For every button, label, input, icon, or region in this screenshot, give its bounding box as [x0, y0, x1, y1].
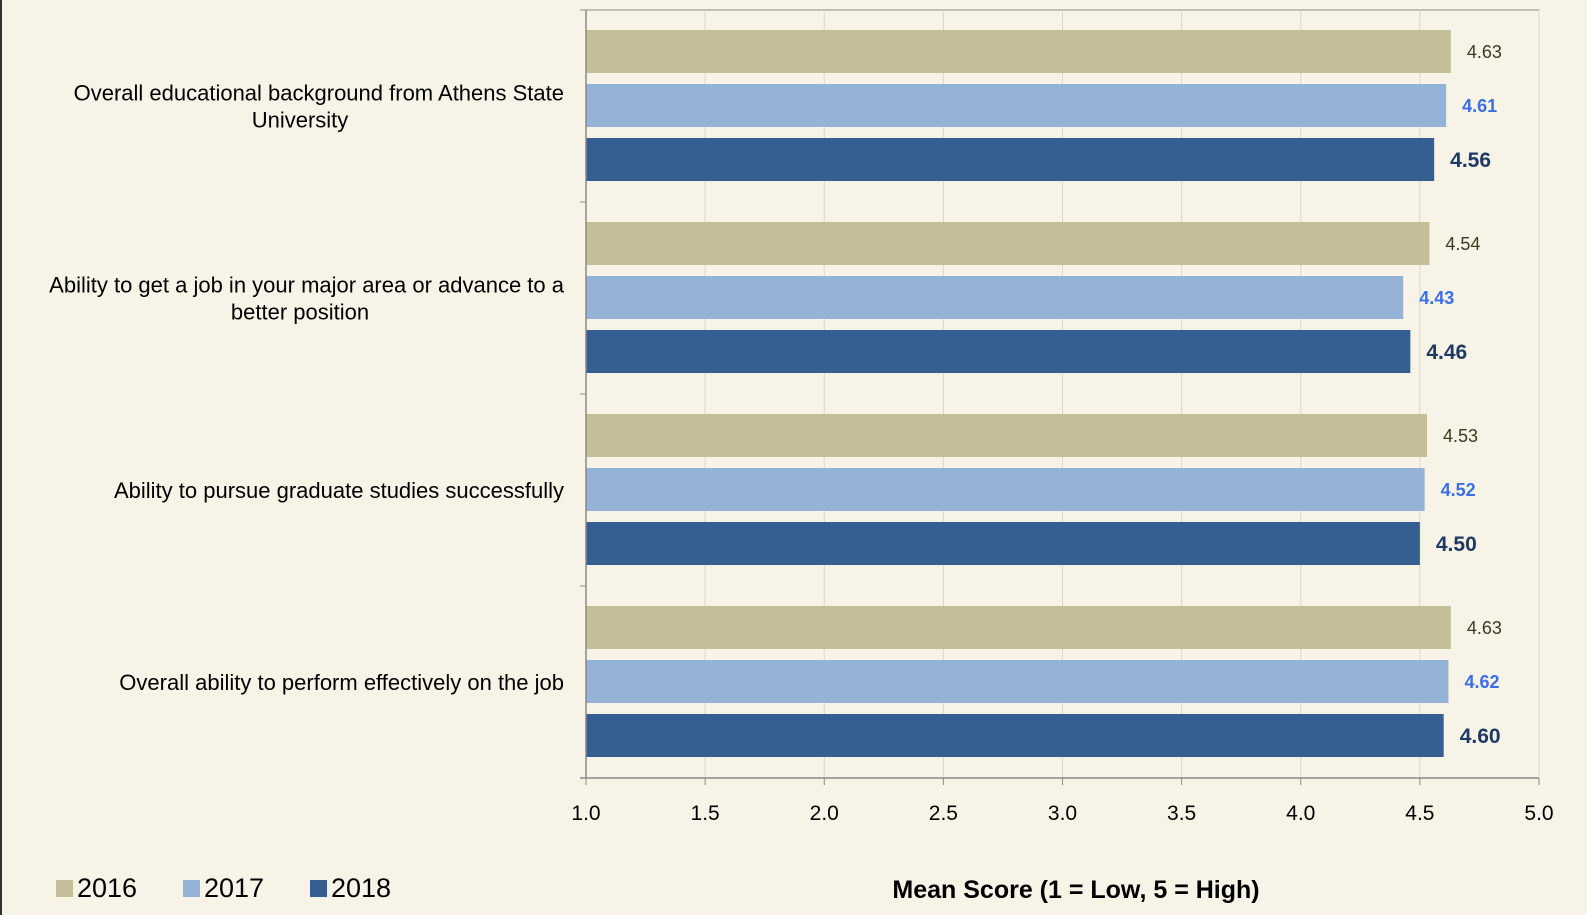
legend: 2016 2017 2018 — [56, 873, 391, 903]
bar-2016 — [586, 30, 1451, 73]
bar-2016 — [586, 222, 1430, 265]
data-label-2016: 4.54 — [1445, 234, 1480, 254]
bar-2018 — [586, 330, 1411, 373]
legend-label-2016: 2016 — [77, 873, 137, 903]
x-tick-labels: 1.0 1.5 2.0 2.5 3.0 3.5 4.0 4.5 5.0 — [571, 802, 1553, 825]
x-tick-label: 2.0 — [810, 802, 839, 825]
data-label-2016: 4.53 — [1443, 426, 1478, 446]
legend-swatch-2016 — [56, 880, 73, 897]
bar-2017 — [586, 276, 1404, 319]
data-label-2017: 4.52 — [1441, 480, 1476, 500]
data-label-2017: 4.61 — [1462, 96, 1497, 116]
bar-2017 — [586, 84, 1447, 127]
category-label: Ability to pursue graduate studies succe… — [114, 478, 564, 503]
data-label-2018: 4.50 — [1436, 533, 1477, 556]
x-tick-label: 3.0 — [1048, 802, 1077, 825]
data-label-2018: 4.60 — [1460, 725, 1501, 748]
data-label-2017: 4.62 — [1464, 672, 1499, 692]
bar-2018 — [586, 138, 1435, 181]
category-label-line: Overall educational background from Athe… — [74, 81, 564, 106]
category-label-line: Ability to pursue graduate studies succe… — [114, 478, 564, 503]
legend-label-2017: 2017 — [204, 873, 264, 903]
data-label-2016: 4.63 — [1467, 42, 1502, 62]
category-label-line: University — [252, 108, 349, 133]
legend-swatch-2017 — [183, 880, 200, 897]
bars: 4.63 4.61 4.56 4.54 4.43 4.46 4.53 4.52 4.50 4.63… — [586, 30, 1502, 757]
data-label-2016: 4.63 — [1467, 618, 1502, 638]
category-label: Ability to get a job in your major area … — [49, 273, 565, 325]
x-tick-label: 1.5 — [691, 802, 720, 825]
category-label-line: Overall ability to perform effectively o… — [119, 670, 564, 695]
x-tick-label: 2.5 — [929, 802, 958, 825]
x-tick-label: 4.0 — [1286, 802, 1315, 825]
x-tick-label: 1.0 — [571, 802, 600, 825]
data-label-2018: 4.56 — [1450, 149, 1491, 172]
bar-2017 — [586, 468, 1425, 511]
bar-2018 — [586, 714, 1444, 757]
category-labels: Overall educational background from Athe… — [49, 81, 565, 696]
bar-2018 — [586, 522, 1420, 565]
legend-label-2018: 2018 — [331, 873, 391, 903]
axes — [580, 9, 1540, 785]
x-tick-label: 4.5 — [1405, 802, 1434, 825]
data-label-2017: 4.43 — [1419, 288, 1454, 308]
legend-swatch-2018 — [310, 880, 327, 897]
x-tick-label: 5.0 — [1524, 802, 1553, 825]
data-label-2018: 4.46 — [1426, 341, 1467, 364]
bar-2016 — [586, 606, 1451, 649]
category-label-line: Ability to get a job in your major area … — [49, 273, 565, 298]
category-label: Overall ability to perform effectively o… — [119, 670, 564, 695]
category-label-line: better position — [231, 300, 369, 325]
bar-2016 — [586, 414, 1428, 457]
bar-2017 — [586, 660, 1449, 703]
category-label: Overall educational background from Athe… — [74, 81, 564, 133]
x-tick-label: 3.5 — [1167, 802, 1196, 825]
x-axis-title: Mean Score (1 = Low, 5 = High) — [892, 876, 1259, 904]
